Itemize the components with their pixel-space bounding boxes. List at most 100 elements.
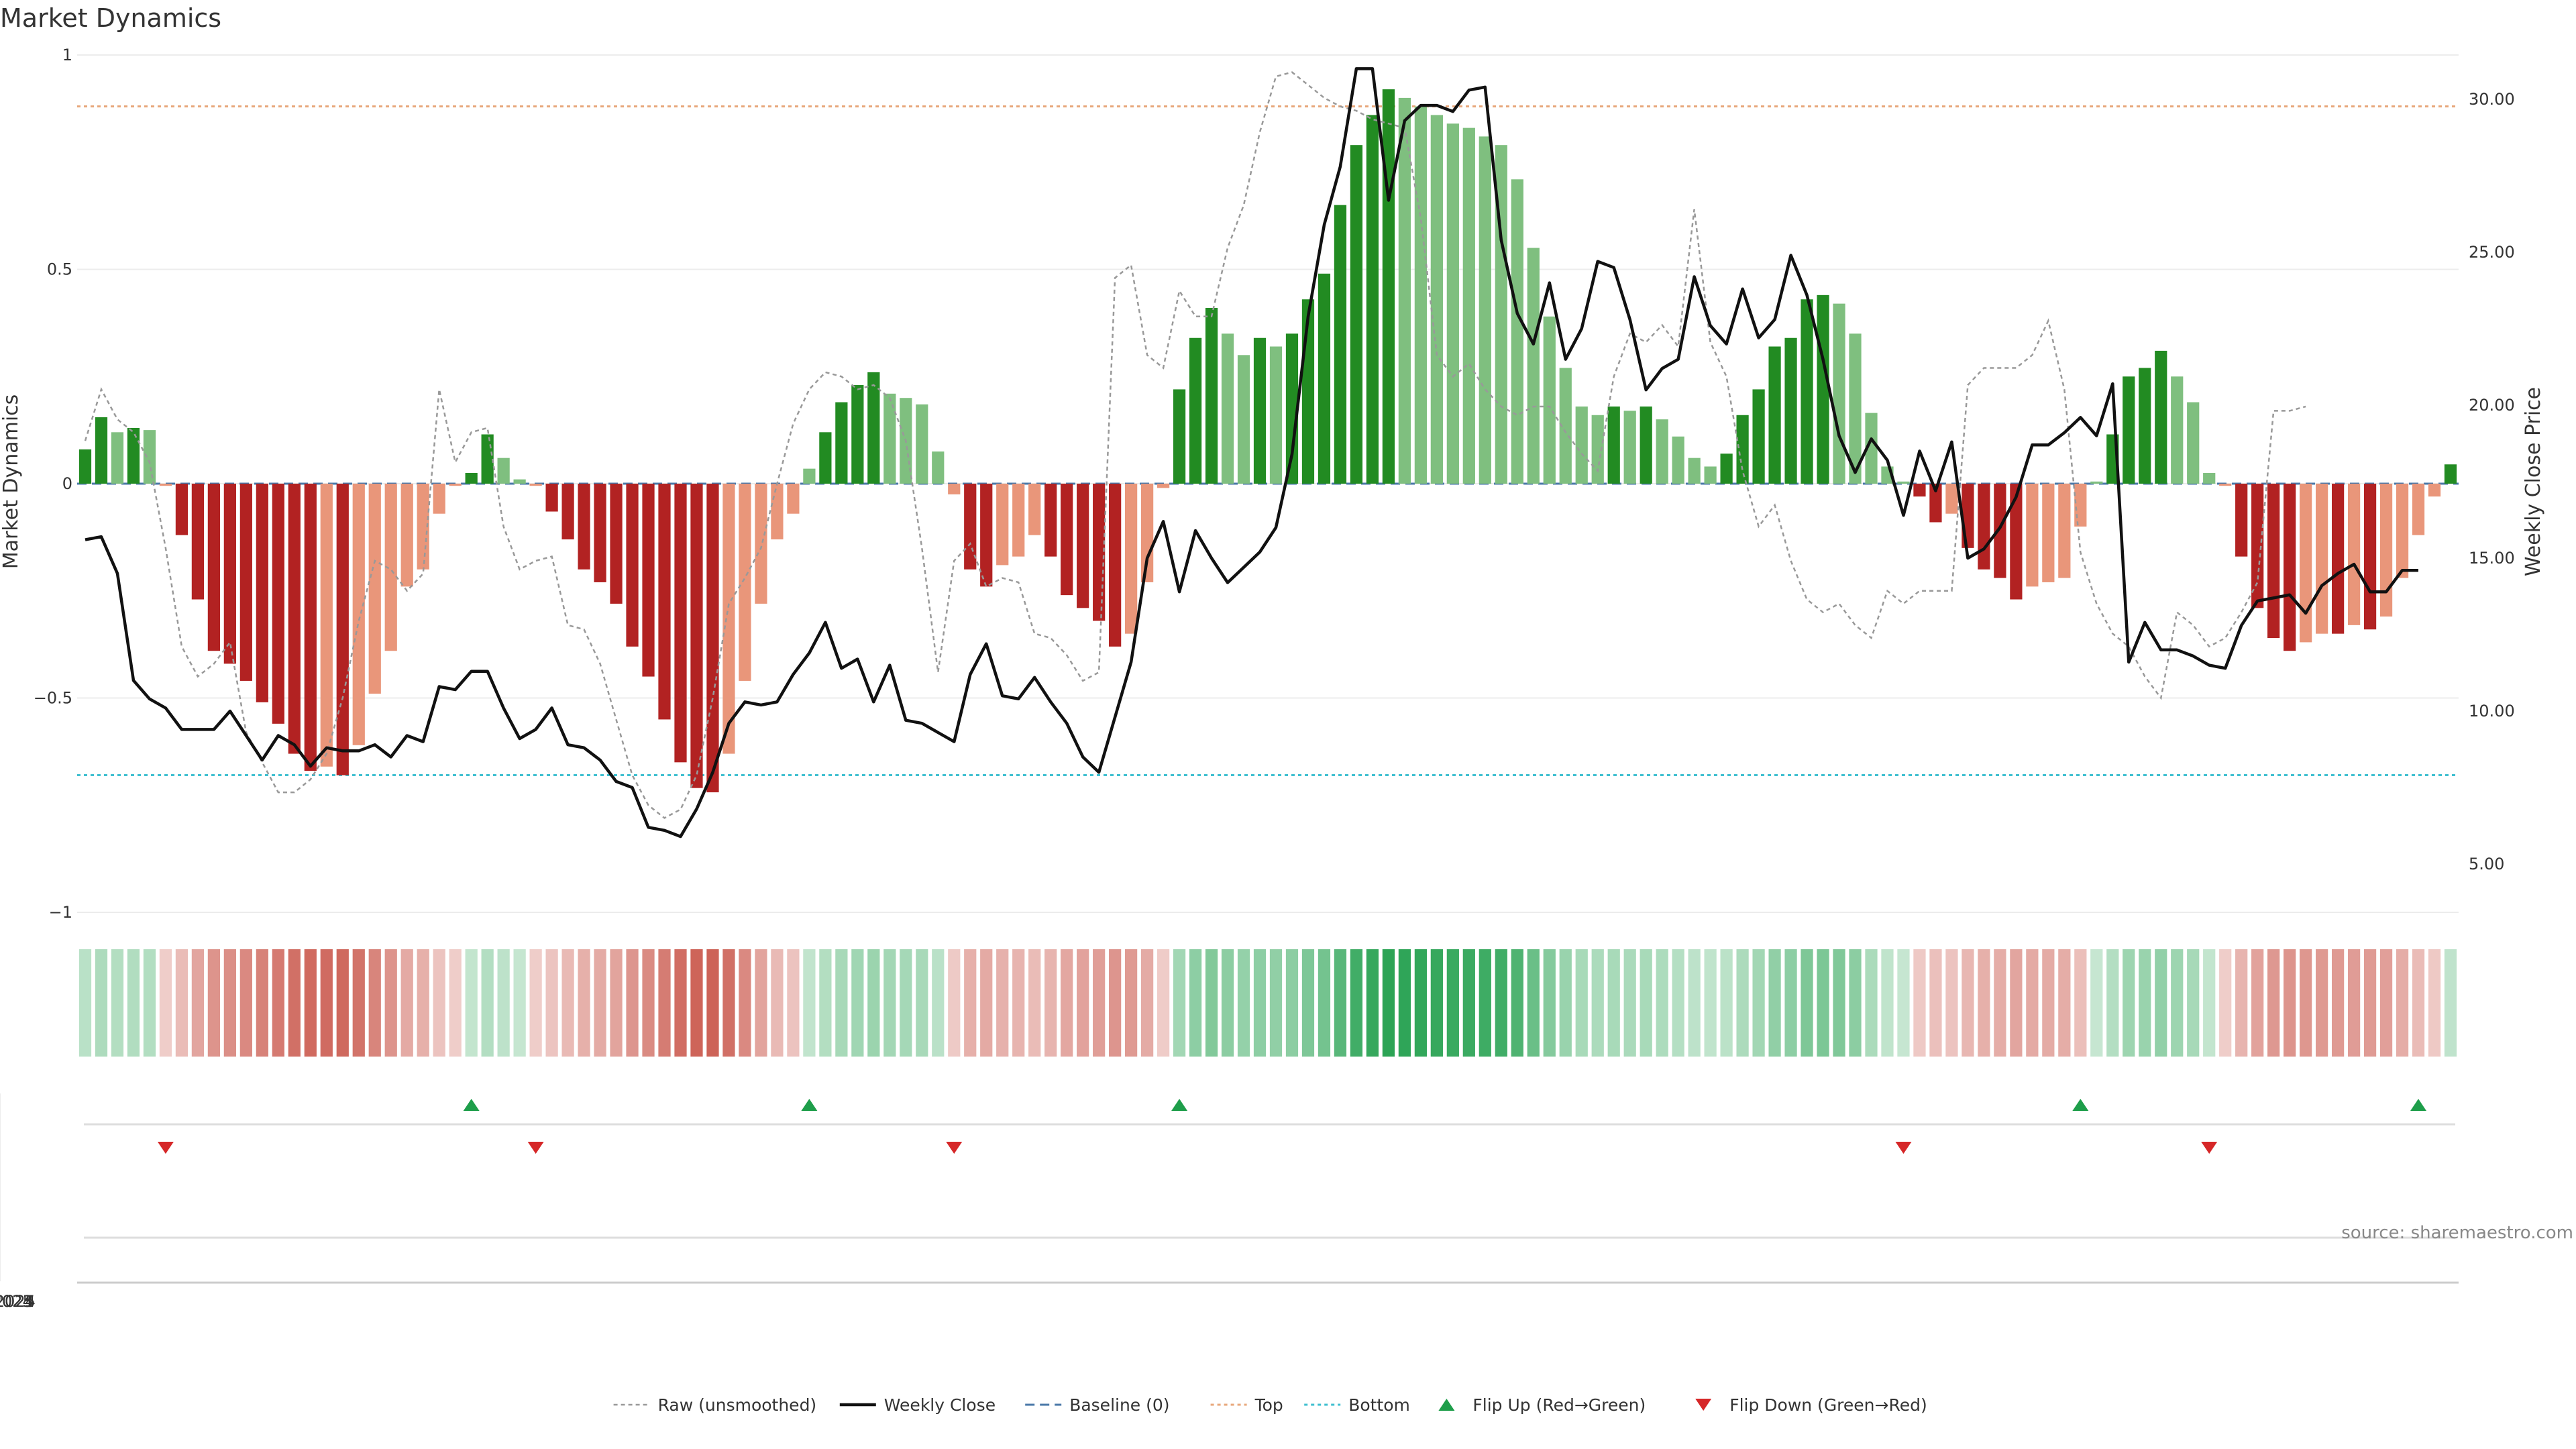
strip-cell (674, 949, 687, 1057)
legend-label: Flip Down (Green→Red) (1729, 1395, 1927, 1415)
flip-down-marker (527, 1142, 544, 1154)
strip-cell (1237, 949, 1250, 1057)
flip-up-marker (2410, 1099, 2427, 1111)
dynamics-bar (2026, 484, 2039, 587)
strip-cell (1913, 949, 1926, 1057)
strip-cell (239, 949, 252, 1057)
dynamics-bar (1462, 127, 1475, 484)
strip-cell (545, 949, 558, 1057)
strip-cell (1720, 949, 1733, 1057)
flip-up-marker (463, 1099, 480, 1111)
legend-item-flip_up: Flip Up (Red→Green) (1438, 1395, 1646, 1415)
strip-cell (1093, 949, 1106, 1057)
strip-cell (417, 949, 429, 1057)
strip-cell (1849, 949, 1862, 1057)
dynamics-bar (851, 385, 864, 484)
strip-cell (1962, 949, 1974, 1057)
dynamics-bar (1897, 481, 1910, 484)
strip-cell (1028, 949, 1041, 1057)
strip-cell (2396, 949, 2409, 1057)
strip-cell (433, 949, 445, 1057)
right-tick-label: 5.00 (2469, 855, 2504, 873)
dynamics-bar (320, 484, 333, 767)
strip-cell (561, 949, 574, 1057)
strip-cell (2123, 949, 2135, 1057)
dynamics-bar (1543, 316, 1556, 484)
dynamics-bar (1077, 484, 1089, 608)
dynamics-bar (578, 484, 590, 570)
dynamics-bar (658, 484, 671, 720)
dynamics-bar (2042, 484, 2055, 582)
dynamics-bar (1414, 106, 1427, 484)
strip-cell (1446, 949, 1459, 1057)
dynamics-bar (175, 484, 189, 535)
strip-cell (1430, 949, 1443, 1057)
dynamics-bar (2412, 484, 2425, 535)
strip-cell (159, 949, 172, 1057)
right-tick-label: 20.00 (2469, 396, 2515, 415)
strip-cell (1543, 949, 1556, 1057)
x-tick-label: Jan 2025 (0, 1292, 36, 1311)
source-note: source: sharemaestro.com (2341, 1223, 2573, 1243)
dynamics-bar (2235, 484, 2248, 557)
dynamics-bar (1801, 299, 1813, 484)
strip-cell (481, 949, 494, 1057)
strip-cell (1994, 949, 2006, 1057)
strip-cell (1784, 949, 1797, 1057)
strip-cell (1012, 949, 1025, 1057)
legend-item-raw: Raw (unsmoothed) (613, 1395, 816, 1415)
dynamics-bar (545, 484, 558, 512)
right-tick-label: 30.00 (2469, 90, 2515, 109)
flip-up-marker (801, 1099, 818, 1111)
dynamics-bar (1044, 484, 1057, 557)
strip-cell (1061, 949, 1073, 1057)
dynamics-bar (2010, 484, 2023, 600)
x-axis: Jul 2023Jan 2024Jul 2024Jan 2025Jul 2025 (0, 1281, 2459, 1311)
strip-cell (1897, 949, 1910, 1057)
dynamics-bar (465, 473, 478, 484)
strip-cell (771, 949, 784, 1057)
dynamics-bar (722, 484, 735, 754)
strip-cell (2444, 949, 2457, 1057)
legend-item-top: Top (1210, 1395, 1283, 1415)
strip-cell (1688, 949, 1701, 1057)
strip-cell (2187, 949, 2200, 1057)
strip-cell (2316, 949, 2328, 1057)
dynamics-bars (78, 89, 2457, 793)
strip-cell (272, 949, 284, 1057)
strip-cell (690, 949, 703, 1057)
strip-cell (900, 949, 912, 1057)
flip-down-marker (157, 1142, 174, 1154)
dynamics-bar (1865, 413, 1878, 484)
strip-cell (2251, 949, 2264, 1057)
chart-title: Market Dynamics (0, 3, 221, 33)
dynamics-bar (803, 468, 816, 484)
strip-cell (1253, 949, 1267, 1057)
dynamics-bar (561, 484, 574, 540)
dynamics-bar (1913, 484, 1926, 497)
dynamics-bar (819, 432, 832, 484)
strip-cell (175, 949, 189, 1057)
strip-cell (883, 949, 896, 1057)
dynamics-bar (1237, 355, 1250, 484)
strip-cell (143, 949, 156, 1057)
strip-cell (2090, 949, 2103, 1057)
dynamics-bar (159, 484, 172, 486)
legend-item-bottom: Bottom (1304, 1395, 1410, 1415)
strip-cell (658, 949, 671, 1057)
dynamics-bar (288, 484, 301, 754)
dynamics-bar (642, 484, 655, 677)
strip-cell (1189, 949, 1202, 1057)
dynamics-bar (1028, 484, 1041, 535)
right-axis-label: Weekly Close Price (2522, 387, 2545, 576)
dynamics-bar (1640, 406, 1652, 484)
dynamics-bar (2267, 484, 2280, 639)
series-lines (84, 67, 2418, 839)
dynamics-bar (787, 484, 800, 514)
strip-cell (1656, 949, 1668, 1057)
dynamics-bar (1575, 406, 1588, 484)
dynamics-bar (1833, 303, 1845, 484)
strip-cell (706, 949, 719, 1057)
strip-cell (1881, 949, 1894, 1057)
